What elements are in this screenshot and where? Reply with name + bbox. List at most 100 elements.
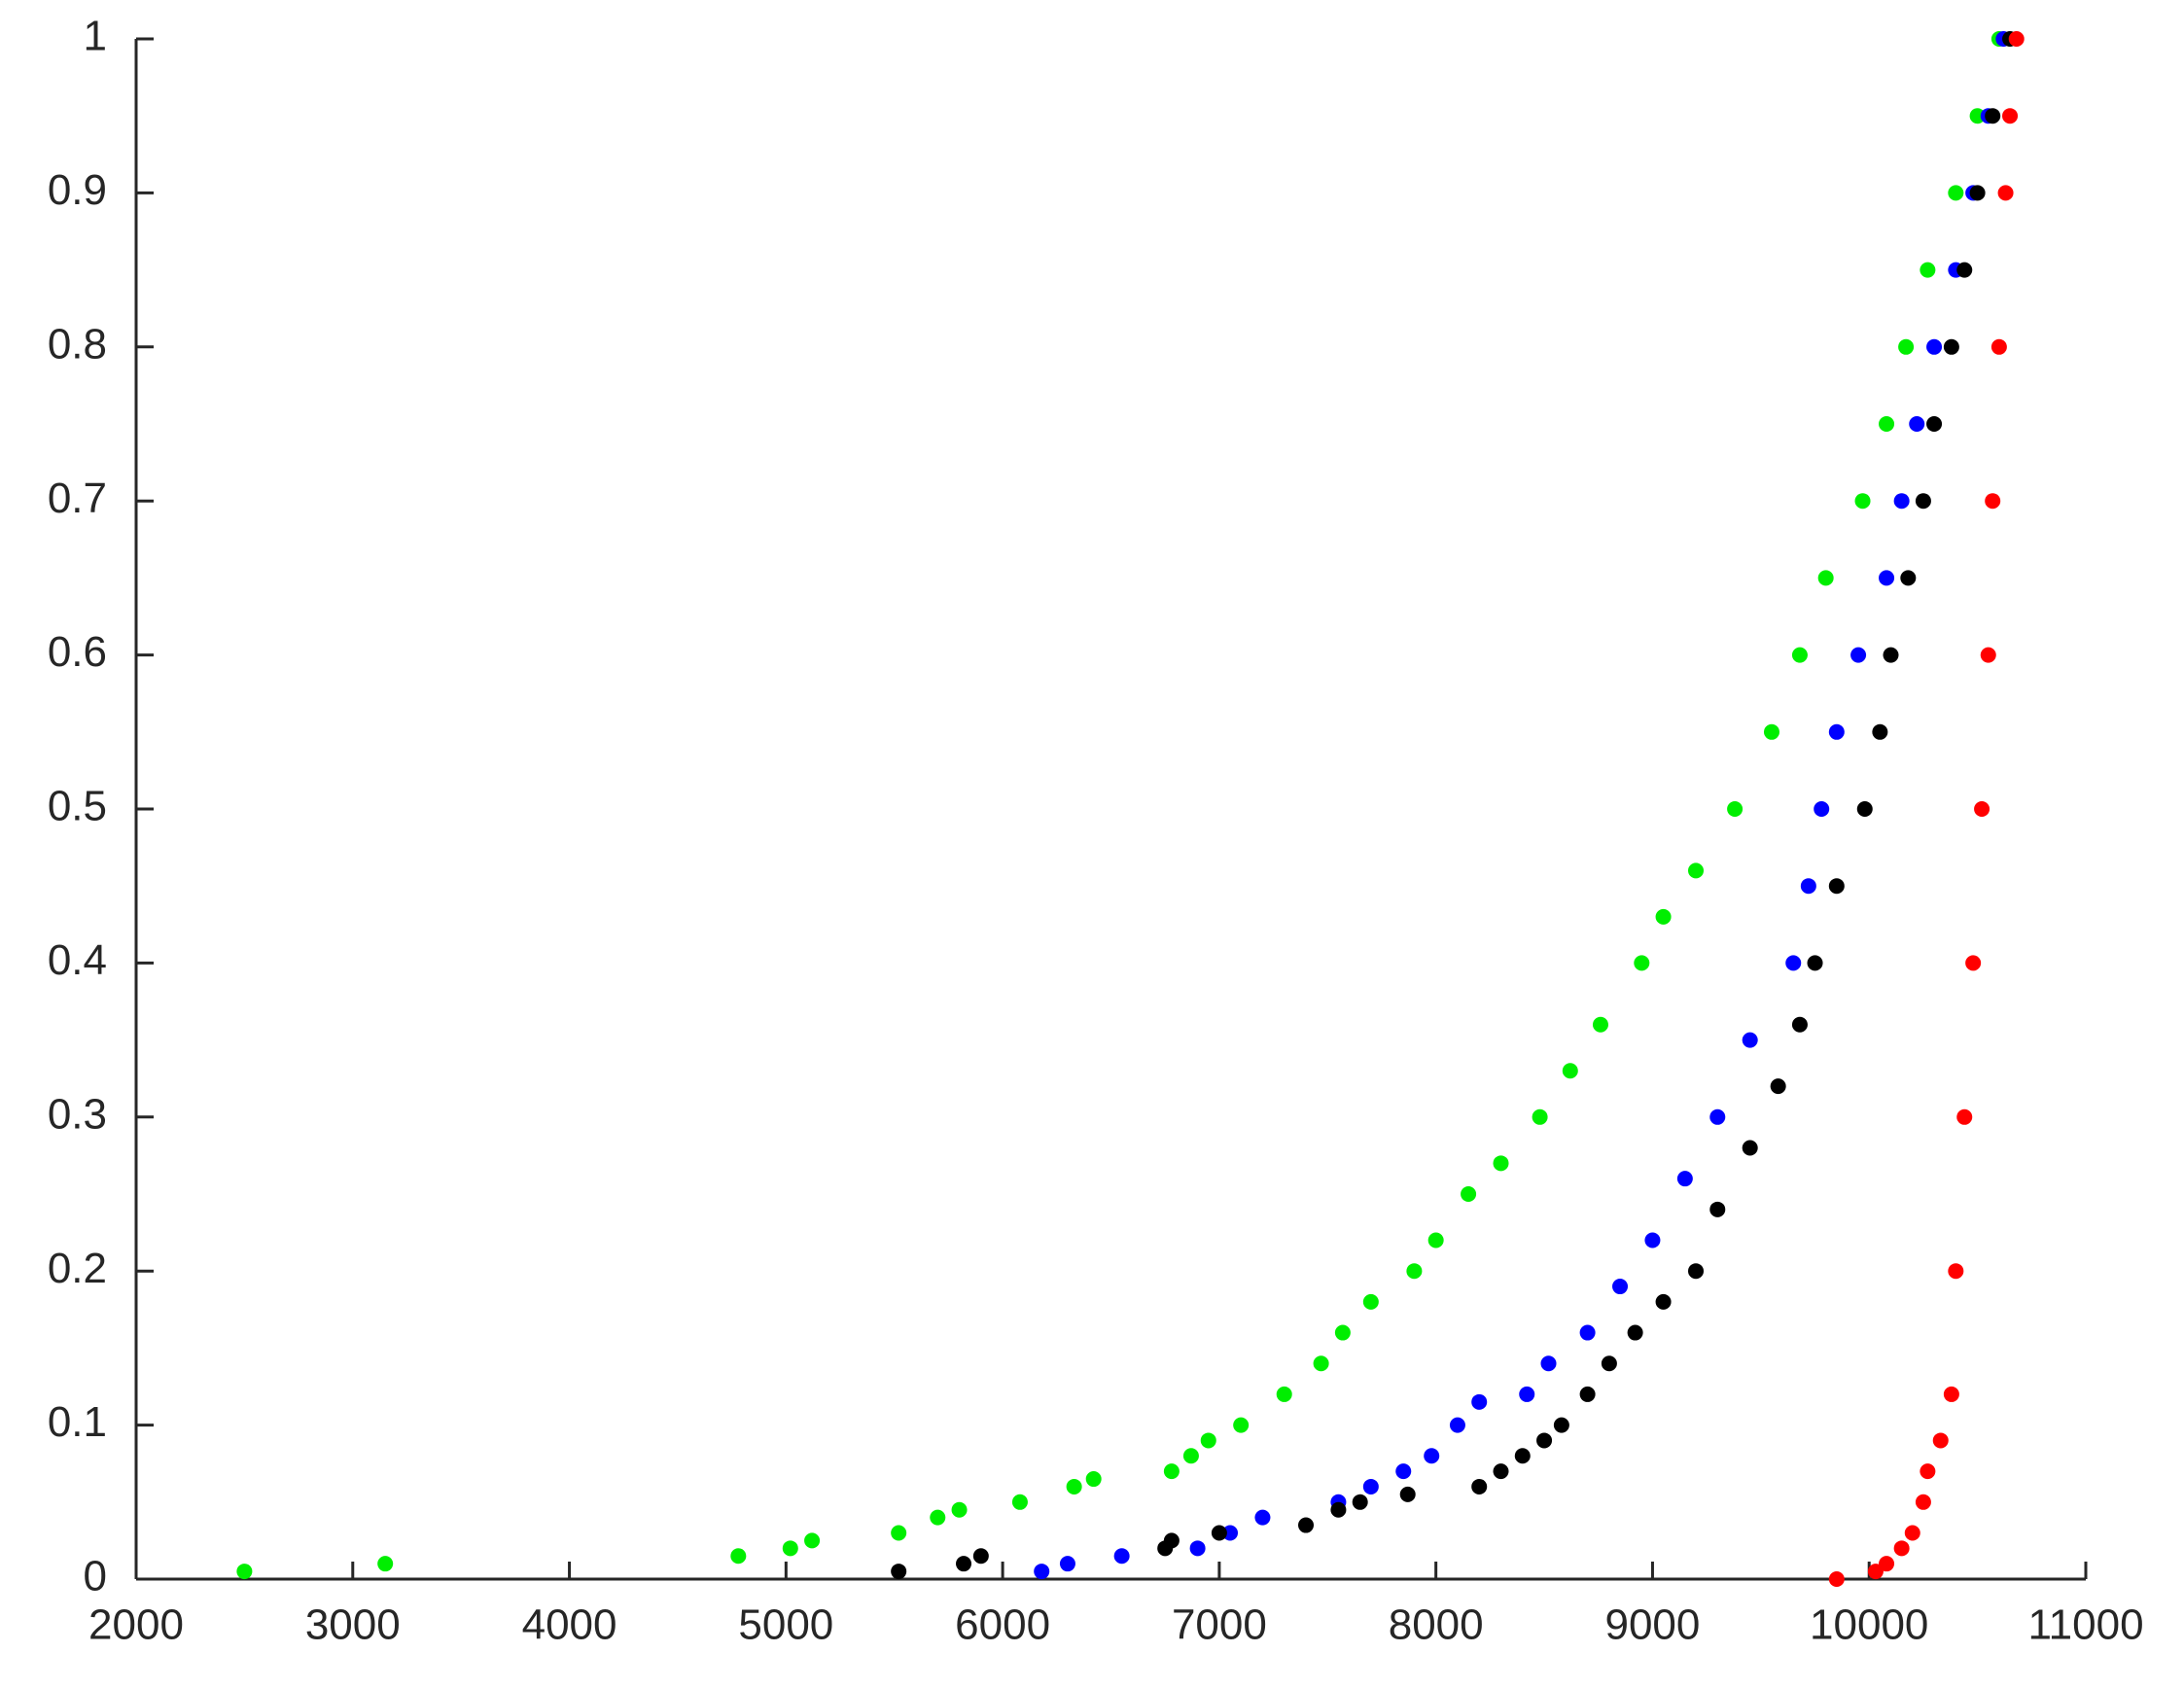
point [1943,1386,1959,1402]
point [1709,1108,1726,1125]
point [1211,1525,1227,1541]
point [1828,878,1845,895]
point [1985,108,2001,124]
y-tick-label: 0.7 [48,475,107,522]
point [1915,1494,1931,1510]
point [1943,338,1959,355]
x-tick-label: 2000 [88,1601,184,1649]
point [1514,1448,1531,1464]
x-tick-label: 9000 [1604,1601,1700,1649]
point [377,1556,394,1572]
point [1956,1108,1973,1125]
x-tick-label: 7000 [1172,1601,1267,1649]
point [1352,1494,1368,1510]
y-tick-label: 0.4 [48,936,107,984]
point [1298,1517,1314,1533]
point [1644,1232,1661,1248]
point [1113,1548,1130,1565]
point [1579,1386,1596,1402]
x-tick-label: 10000 [1810,1601,1928,1649]
point [1915,493,1931,510]
point [1985,493,2001,510]
point [1965,955,1982,971]
point [1461,1186,1477,1202]
x-tick-label: 5000 [738,1601,833,1649]
y-tick-label: 0.6 [48,628,107,676]
point [1532,1108,1548,1125]
point [1883,647,1899,663]
point [1399,1486,1416,1502]
point [1222,1525,1239,1541]
point [1856,801,1873,817]
point [1850,647,1867,663]
point [891,1564,907,1580]
point [1427,1232,1444,1248]
point [1395,1463,1412,1480]
point [1742,1032,1758,1048]
y-tick-label: 0.2 [48,1245,107,1292]
point [2008,31,2025,47]
point [1709,1201,1726,1217]
point [1627,1324,1643,1341]
point [1536,1432,1553,1449]
point [1854,493,1871,510]
point [930,1509,946,1526]
point [1948,185,1964,201]
point [1742,1140,1758,1156]
point [1330,1501,1347,1518]
point [1990,338,2007,355]
point [1872,723,1888,740]
point [1200,1432,1216,1449]
point [1449,1417,1465,1433]
point [1163,1463,1180,1480]
x-tick-label: 4000 [522,1601,617,1649]
point [1493,1463,1509,1480]
point [2002,108,2019,124]
point [1634,955,1650,971]
point [1034,1564,1050,1580]
point [1553,1417,1569,1433]
point [1655,908,1672,925]
point [1601,1355,1617,1372]
point [1688,862,1704,879]
point [956,1556,972,1572]
point [1926,338,1943,355]
point [1424,1448,1440,1464]
point [1562,1063,1578,1079]
point [1969,185,1986,201]
point [1182,1448,1199,1464]
x-tick-label: 3000 [305,1601,401,1649]
y-tick-label: 0.8 [48,320,107,368]
point [1189,1540,1206,1557]
x-tick-label: 6000 [955,1601,1050,1649]
point [1233,1417,1250,1433]
point [1276,1386,1292,1402]
point [1956,262,1973,278]
y-tick-label: 0 [84,1553,107,1600]
x-tick-label: 11000 [2027,1601,2143,1649]
y-tick-label: 1 [84,13,107,60]
point [1254,1509,1271,1526]
y-tick-label: 0.3 [48,1090,107,1138]
point [1898,338,1915,355]
point [804,1532,821,1549]
point [891,1525,907,1541]
point [1493,1155,1509,1172]
point [1800,878,1816,895]
point [1817,570,1834,586]
point [1592,1016,1608,1033]
point [1011,1494,1028,1510]
y-tick-label: 0.9 [48,166,107,214]
point [1828,723,1845,740]
point [782,1540,798,1557]
point [1893,493,1910,510]
point [1879,570,1895,586]
point [1867,1564,1884,1580]
point [1362,1293,1379,1310]
point [1763,723,1779,740]
point [1900,570,1917,586]
point [1727,801,1744,817]
x-tick-label: 8000 [1389,1601,1484,1649]
